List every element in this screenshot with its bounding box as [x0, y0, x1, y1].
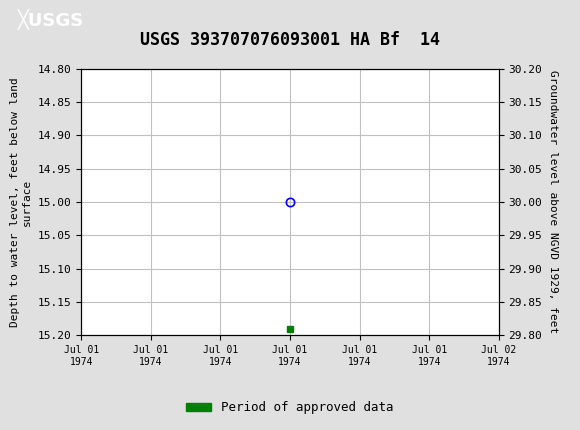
Text: ╳USGS: ╳USGS	[17, 9, 84, 30]
Legend: Period of approved data: Period of approved data	[181, 396, 399, 419]
Y-axis label: Groundwater level above NGVD 1929, feet: Groundwater level above NGVD 1929, feet	[548, 71, 558, 334]
Text: USGS 393707076093001 HA Bf  14: USGS 393707076093001 HA Bf 14	[140, 31, 440, 49]
Y-axis label: Depth to water level, feet below land
surface: Depth to water level, feet below land su…	[10, 77, 32, 327]
